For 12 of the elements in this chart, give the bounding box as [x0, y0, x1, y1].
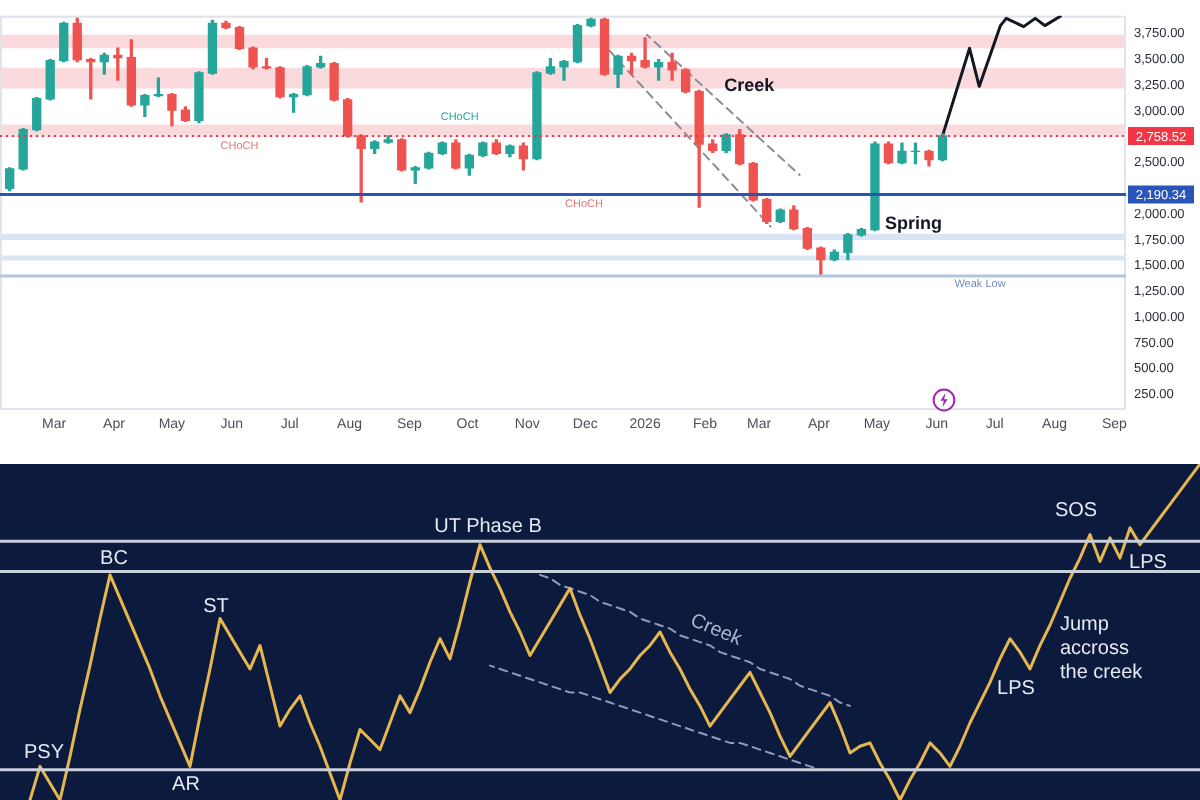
annotation: Creek [724, 75, 777, 96]
annotation: UT Phase B [434, 515, 543, 538]
annotation: SOS [1054, 499, 1098, 522]
annotation: ST [203, 595, 229, 618]
annotation: BC [100, 547, 128, 570]
annotation: Spring [885, 213, 943, 234]
annotation: Jump accross the creek [1060, 613, 1145, 684]
annotation: Creek [686, 609, 747, 652]
annotation: PSY [23, 741, 65, 764]
annotation: LPS [1129, 551, 1168, 574]
annotation: LPS [997, 677, 1036, 700]
annotation: AR [172, 773, 200, 796]
